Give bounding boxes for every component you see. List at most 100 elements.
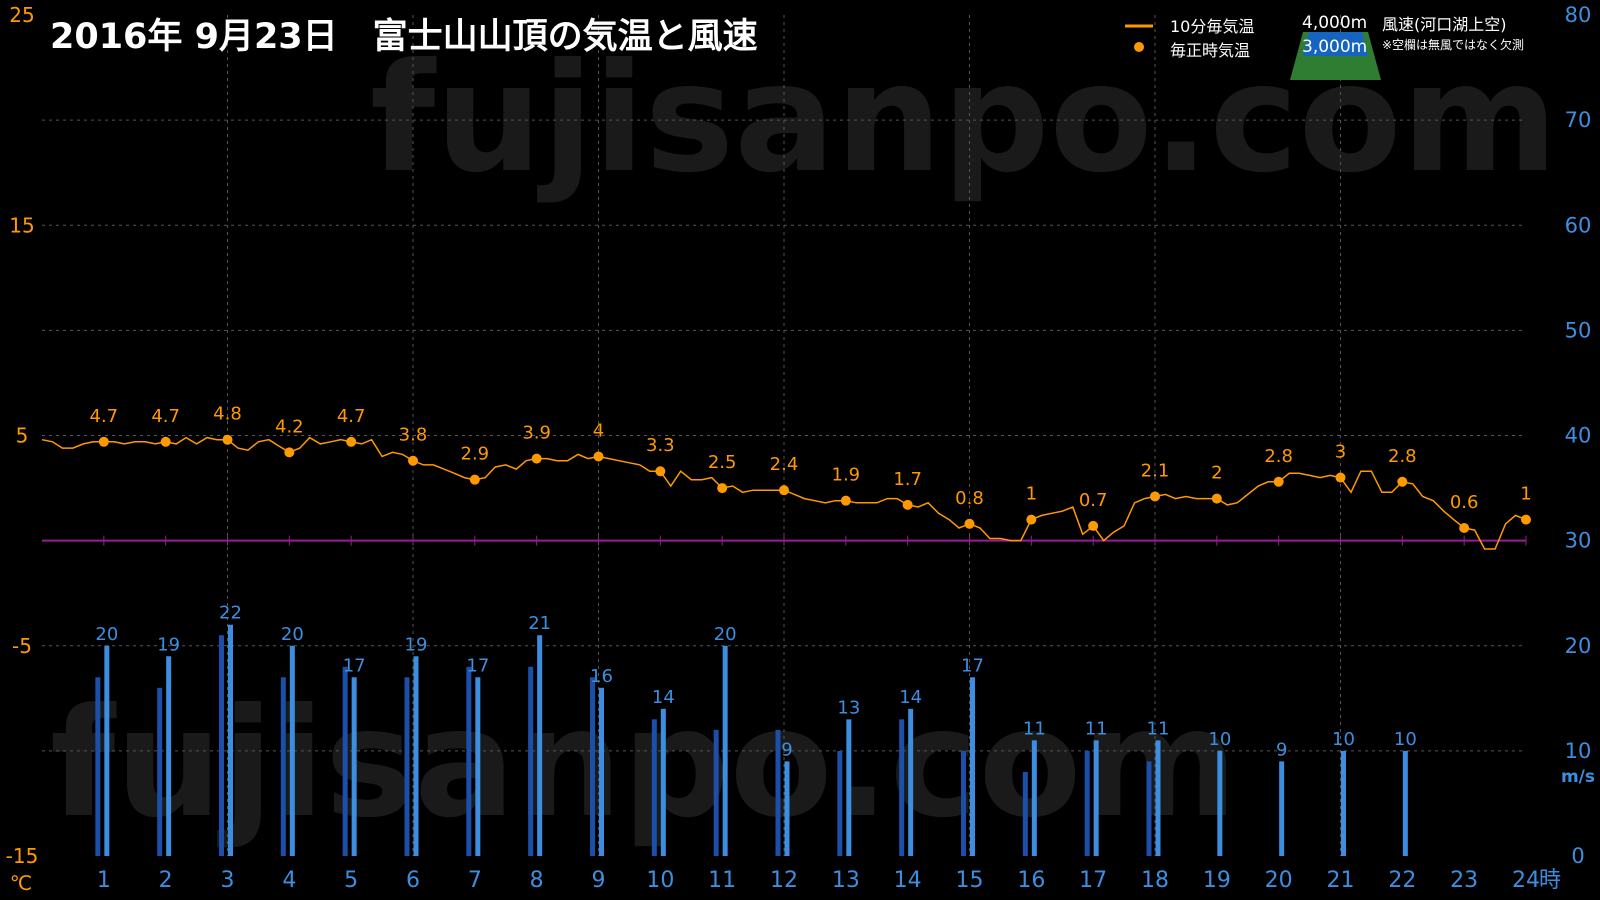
wind-4000m-bar [1279,761,1285,856]
legend-alt-3000-label: 3,000m [1302,37,1367,57]
wind-3000m-bar [404,677,410,856]
wind-bars: 20 19 22 20 17 19 17 21 16 14 20 9 13 14 17 11 11 11 10 9 10… [95,603,1417,856]
temperature-hourly-point [1521,514,1531,525]
wind-4000m-value-label: 20 [714,624,737,645]
mountain-snow-icon [1303,32,1368,56]
wind-4000m-value-label: 10 [1394,729,1417,750]
wind-4000m-value-label: 11 [1085,718,1108,739]
legend-temp-point-label: 毎正時気温 [1170,41,1250,60]
wind-4000m-bar [846,719,852,856]
wind-4000m-bar [413,656,419,856]
wind-4000m-value-label: 17 [343,655,366,676]
wind-4000m-bar [1155,740,1161,856]
wind-4000m-bar [970,677,975,856]
temperature-hourly-point [222,434,233,445]
temperature-hourly-label: 4.7 [90,406,119,427]
temperature-hourly-point [840,495,851,506]
temperature-hourly-label: 2.1 [1141,460,1170,481]
wind-4000m-value-label: 17 [961,655,984,676]
legend-alt-4000-label: 4,000m [1302,13,1367,33]
legend-temp-point-swatch [1134,42,1144,52]
temperature-hourly-point [964,518,975,529]
temperature-hourly-label: 2.9 [461,444,490,465]
wind-3000m-bar [961,750,966,856]
wind-4000m-value-label: 14 [652,687,675,708]
temperature-hourly-point [1335,472,1346,483]
wind-4000m-bar [104,645,110,856]
x-unit-label: 時 [1539,868,1561,893]
wind-4000m-value-label: 17 [466,655,489,676]
wind-4000m-value-label: 19 [405,634,428,655]
temperature-hourly-point [1026,514,1037,525]
wind-3000m-bar [590,677,595,856]
x-tick-label: 17 [1079,868,1107,893]
temperature-hourly-label: 1.9 [832,465,861,486]
wind-4000m-value-label: 20 [281,624,304,645]
temperature-hourly-label: 4.7 [151,406,180,427]
temperature-hourly-point [593,451,604,462]
x-tick-label: 8 [530,868,544,893]
x-tick-label: 7 [468,868,482,893]
temperature-hourly-label: 0.7 [1079,490,1108,511]
x-tick-label: 11 [708,868,736,893]
wind-4000m-value-label: 13 [837,697,860,718]
temperature-hourly-label: 2.5 [708,452,737,473]
x-tick-label: 16 [1017,868,1045,893]
temperature-hourly-point [469,474,480,485]
wind-3000m-bar [713,729,719,856]
legend-wind-label: 風速(河口湖上空) [1382,15,1507,34]
wind-4000m-bar [537,635,543,856]
wind-4000m-bar [1402,750,1408,856]
wind-3000m-bar [1146,761,1152,856]
x-tick-label: 14 [894,868,922,893]
x-tick-label: 19 [1203,868,1231,893]
wind-4000m-value-label: 11 [1147,718,1170,739]
temperature-hourly-point [1459,523,1470,534]
wind-4000m-bar [289,645,295,856]
wind-3000m-bar [837,750,843,856]
y-left-tick-label: -5 [12,634,32,658]
wind-3000m-bar [775,729,781,856]
x-tick-label: 20 [1265,868,1293,893]
temperature-hourly-label: 1 [1520,484,1531,505]
wind-4000m-bar [228,624,233,856]
wind-4000m-value-label: 19 [157,634,180,655]
y-right-tick-label: 70 [1565,108,1592,132]
temperature-hourly-point [346,436,357,447]
x-tick-label: 22 [1388,868,1416,893]
y-right-tick-label: 40 [1565,424,1592,448]
x-tick-label: 15 [956,868,984,893]
wind-3000m-bar [95,677,101,856]
y-right-tick-label: 0 [1571,844,1584,868]
x-tick-label: 21 [1327,868,1355,893]
y-left-unit-label: ℃ [10,871,32,895]
y-left-tick-label: 15 [9,213,34,237]
temperature-hourly-label: 3.8 [399,425,428,446]
x-tick-label: 23 [1450,868,1478,893]
temperature-hourly-label: 3.9 [522,423,551,444]
wind-4000m-bar [1093,740,1099,856]
wind-4000m-bar [660,708,666,856]
temperature-hourly-point [408,455,418,466]
chart-title: 2016年 9月23日 富士山山頂の気温と風速 [50,16,758,57]
wind-4000m-value-label: 10 [1208,729,1231,750]
temperature-hourly-point [902,499,913,510]
temperature-hourly-point [655,466,666,477]
wind-3000m-bar [219,635,224,856]
wind-3000m-bar [1022,771,1028,856]
temperature-hourly-point [1211,493,1222,504]
wind-3000m-bar [899,719,905,856]
temperature-hourly-point [160,436,171,447]
y-right-tick-label: 30 [1565,529,1592,553]
wind-3000m-bar [342,666,348,856]
wind-4000m-value-label: 10 [1332,729,1355,750]
y-left-tick-label: -15 [6,844,39,868]
wind-3000m-bar [280,677,286,856]
y-right-tick-label: 60 [1565,213,1592,237]
wind-4000m-bar [1031,740,1037,856]
wind-4000m-value-label: 14 [899,687,922,708]
temperature-hourly-point [1273,476,1284,487]
legend: 10分毎気温 毎正時気温 4,000m 3,000m 風速(河口湖上空) ※空欄… [1125,13,1524,80]
